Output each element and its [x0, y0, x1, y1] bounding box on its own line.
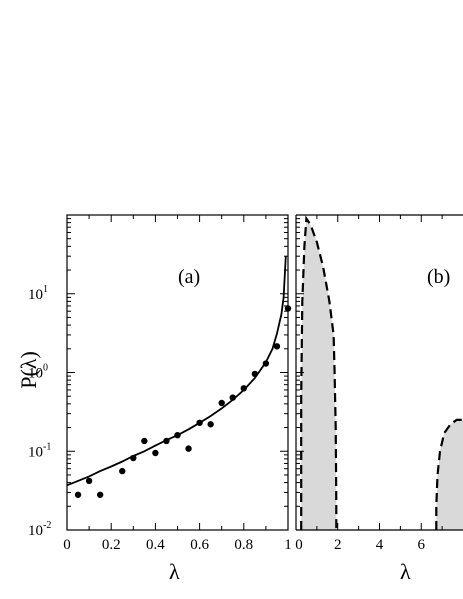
- panel-a-x-tick-labels: 0 0.2 0.4 0.6 0.8 1: [63, 537, 292, 553]
- panel-b-ticks: [295, 215, 443, 531]
- x-axis-title-a: λ: [169, 559, 180, 584]
- panel-a: (a) 0 0.2 0.4 0.6 0.8 1 10-2 10-1 100 101 λ P(λ): [16, 214, 292, 584]
- data-point: [229, 394, 236, 401]
- dashed-boundary: [300, 215, 338, 530]
- data-point: [141, 437, 148, 445]
- panel-a-label: (a): [178, 266, 200, 288]
- data-point: [284, 305, 292, 312]
- theory-curve: [66, 256, 287, 487]
- x-tick-label-b: 4: [376, 537, 384, 553]
- shaded-region: [301, 218, 337, 530]
- y-axis-title: P(λ): [16, 351, 41, 389]
- panel-b-label: (b): [427, 266, 450, 288]
- panel-a-curve-group: [66, 256, 287, 487]
- y-tick-label: 10-2: [28, 520, 51, 539]
- x-tick-label-a: 1: [284, 537, 292, 553]
- data-point: [207, 421, 214, 428]
- data-point: [251, 370, 259, 378]
- shaded-region: [436, 419, 463, 530]
- y-tick-label: 101: [28, 284, 48, 303]
- dashed-boundary: [435, 418, 463, 530]
- data-point: [185, 445, 192, 452]
- data-point: [218, 399, 225, 407]
- x-tick-label-a: 0.4: [146, 537, 165, 553]
- panel-a-ticks: [66, 215, 289, 531]
- x-axis-title-b: λ: [400, 559, 411, 584]
- panel-a-y-tick-labels: 10-2 10-1 100 101: [28, 284, 51, 539]
- data-point: [152, 449, 159, 457]
- y-tick-label: 10-1: [28, 441, 51, 460]
- x-tick-label-a: 0.6: [190, 537, 209, 553]
- x-tick-label-b: 6: [418, 537, 426, 553]
- panel-b-shaded-regions: [300, 215, 463, 530]
- data-point: [262, 360, 270, 367]
- x-tick-label-a: 0.2: [102, 537, 121, 553]
- data-point: [96, 491, 104, 498]
- data-point: [273, 343, 281, 350]
- data-point: [174, 431, 181, 439]
- data-point: [240, 385, 247, 392]
- data-point: [119, 467, 126, 475]
- panel-b-x-tick-labels: 0 2 4 6: [295, 537, 425, 553]
- x-tick-label-a: 0: [63, 537, 71, 553]
- y-tick-label: 100: [28, 363, 48, 382]
- panel-b: (b) 0 2 4 6 λ: [295, 214, 463, 584]
- x-tick-label-b: 2: [334, 537, 342, 553]
- data-point: [163, 437, 170, 445]
- panel-a-points: [74, 305, 292, 498]
- x-tick-label-b: 0: [295, 537, 303, 553]
- data-point: [130, 454, 137, 462]
- data-point: [196, 419, 203, 426]
- data-point: [74, 491, 82, 498]
- data-point: [85, 477, 93, 485]
- x-tick-label-a: 0.8: [234, 537, 253, 553]
